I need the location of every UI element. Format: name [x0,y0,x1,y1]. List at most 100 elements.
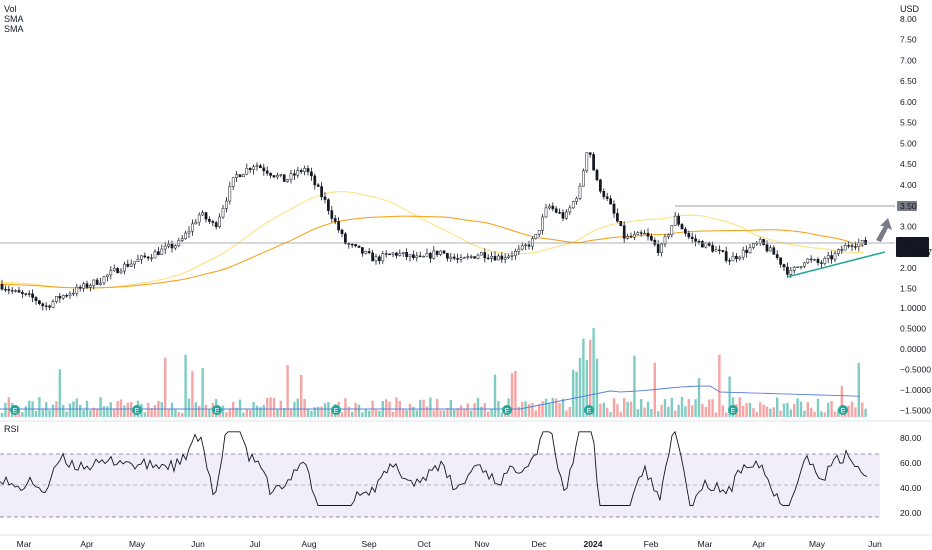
volume-bar [803,410,806,417]
earnings-marker-icon[interactable] [212,405,222,415]
candle-body [174,245,177,249]
candle-body [116,268,119,274]
candle-body [61,295,65,299]
volume-bar [412,406,415,417]
volume-bar [357,404,361,417]
candle-body [279,174,283,176]
candle-body [684,228,687,234]
drawings[interactable] [0,205,895,278]
candle-body [112,268,116,271]
volume-bar [453,409,456,417]
candle-body [44,305,48,307]
candle-body [548,205,551,209]
volume-bar [480,406,483,417]
volume-bar [772,407,775,417]
volume-bar [796,398,799,417]
candle-body [191,223,194,232]
earnings-marker-icon[interactable] [838,405,848,415]
volume-bar [718,354,721,417]
candle-body [711,245,714,252]
earnings-marker-icon[interactable] [132,405,142,415]
volume-bar [113,408,116,417]
candle-body [592,154,595,171]
volume-bar [629,401,633,417]
candle-body [347,243,351,245]
candle-body [259,165,262,169]
candle-body [27,293,31,295]
earnings-marker-label: E [587,408,592,415]
volume-bar [527,404,531,417]
volume-bar [374,409,378,417]
earnings-marker-icon[interactable] [584,405,594,415]
earnings-marker-label: E [505,408,510,415]
candle-body [21,292,24,294]
candle-body [680,224,684,230]
candle-body [605,196,609,199]
candle-body [762,239,765,245]
volume-bar [187,398,191,417]
time-tick-label: May [809,539,826,549]
earnings-marker-label: E [215,408,220,415]
earnings-marker-icon[interactable] [502,405,512,415]
price-tick-label: 5.50 [900,118,917,128]
legend-sma-2: SMA [4,24,24,34]
candle-body [109,270,113,276]
candle-body [303,168,306,172]
candle-body [585,152,589,171]
volume-bar [330,412,333,417]
volume-bar [544,398,548,417]
candle-body [554,208,558,213]
earnings-marker-icon[interactable] [728,405,738,415]
volume-bar [446,408,449,417]
volume-bar [408,403,412,417]
candle-body [673,215,677,226]
volume-bar [255,405,259,417]
candle-body [823,258,827,264]
volume-bar [266,397,269,417]
candle-body [531,238,534,247]
volume-bar [79,404,82,417]
candle-body [575,198,578,202]
volume-bar [691,405,694,417]
candle-body [741,249,745,258]
candle-body [201,212,204,216]
candle-body [612,203,616,214]
time-tick-label: Dec [531,539,547,549]
earnings-marker-icon[interactable] [331,405,341,415]
price-tick-label: 4.50 [900,159,917,169]
volume-tick-label: −1.5000 [900,406,931,416]
candle-body [568,207,572,213]
candle-body [133,261,136,265]
volume-bar [48,410,51,417]
candle-body [718,249,721,251]
volume-bar [317,406,320,417]
support-trendline [786,251,886,278]
volume-bar [612,398,616,417]
candle-body [789,270,793,275]
volume-bar [432,410,435,417]
candle-body [520,245,524,250]
candle-body [452,256,456,259]
volume-bar [711,399,714,417]
volume-bar [850,401,854,417]
earnings-marker-icon[interactable] [10,405,20,415]
candle-body [432,250,436,259]
volume-bar [17,411,21,417]
volume-bar [89,410,92,417]
volume-bar [657,411,660,417]
volume-bar [643,407,646,417]
volume-bar [378,410,381,417]
candle-body [418,255,422,257]
volume-bar [201,368,204,417]
volume-tick-label: 0.0000 [900,344,926,354]
candle-body [524,244,527,247]
candle-body [473,256,476,259]
candle-body [299,170,303,172]
candle-body [599,179,602,192]
volume-bar [259,407,262,417]
candle-body [459,257,463,260]
candle-body [758,239,762,244]
candle-body [833,253,837,260]
